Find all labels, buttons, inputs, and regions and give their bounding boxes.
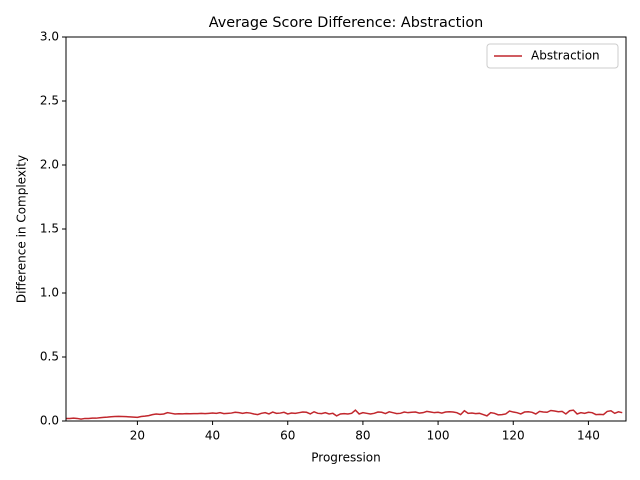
y-tick-label: 0.5 bbox=[40, 350, 59, 364]
x-tick-label: 20 bbox=[130, 429, 145, 443]
series-line bbox=[66, 409, 623, 420]
x-tick-label: 80 bbox=[355, 429, 370, 443]
x-tick-label: 140 bbox=[577, 429, 600, 443]
x-axis-label: Progression bbox=[311, 451, 381, 465]
axes-frame bbox=[65, 36, 627, 422]
y-axis-label: Difference in Complexity bbox=[15, 155, 29, 303]
y-tick-label: 0.0 bbox=[40, 414, 59, 428]
y-tick-label: 1.5 bbox=[40, 222, 59, 236]
x-tick-label: 40 bbox=[205, 429, 220, 443]
x-tick-label: 120 bbox=[502, 429, 525, 443]
y-tick-label: 3.0 bbox=[40, 30, 59, 44]
y-tick-label: 2.0 bbox=[40, 158, 59, 172]
x-tick-label: 60 bbox=[280, 429, 295, 443]
chart-title: Average Score Difference: Abstraction bbox=[209, 15, 484, 31]
x-tick-label: 100 bbox=[427, 429, 450, 443]
legend-box bbox=[486, 43, 619, 69]
y-tick-label: 1.0 bbox=[40, 286, 59, 300]
y-tick-label: 2.5 bbox=[40, 94, 59, 108]
legend-label: Abstraction bbox=[531, 49, 600, 63]
